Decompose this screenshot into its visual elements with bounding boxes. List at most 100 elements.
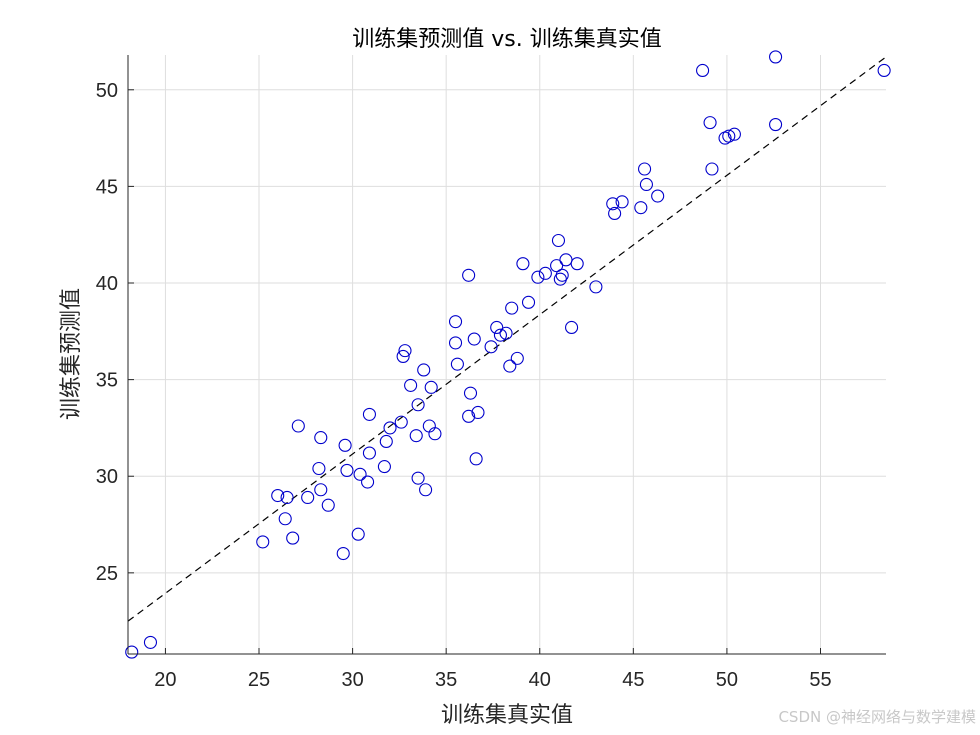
data-point (727, 127, 741, 141)
data-point (634, 201, 648, 215)
data-point (705, 162, 719, 176)
x-axis-label: 训练集真实值 (441, 703, 573, 728)
data-point (278, 512, 292, 526)
data-point (651, 189, 665, 203)
data-point (280, 490, 294, 505)
chart-title: 训练集预测值 vs. 训练集真实值 (352, 27, 661, 52)
data-point (361, 475, 375, 489)
data-point (606, 197, 620, 211)
data-point (340, 463, 354, 477)
data-point (493, 328, 507, 342)
data-point (338, 438, 352, 452)
y-tick-label: 50 (96, 80, 118, 102)
data-point (419, 483, 433, 497)
data-point (565, 320, 579, 334)
data-point (143, 635, 158, 649)
data-point (448, 336, 463, 350)
data-point (471, 405, 485, 420)
data-point (377, 460, 391, 474)
data-point (428, 427, 442, 441)
data-point (291, 419, 305, 433)
x-tick-label: 25 (248, 669, 270, 691)
x-axis-ticks: 20 25 30 35 40 45 50 55 (154, 648, 832, 691)
data-point (559, 253, 573, 267)
x-tick-label: 40 (529, 669, 551, 691)
data-point (271, 489, 285, 503)
x-tick-label: 20 (154, 669, 176, 691)
data-point (422, 419, 436, 433)
data-point (301, 490, 315, 505)
data-point (703, 116, 717, 130)
y-axis-label: 训练集预测值 (59, 288, 84, 420)
data-point (411, 471, 425, 485)
data-point (462, 268, 476, 282)
data-point (398, 344, 412, 358)
data-point (521, 295, 536, 309)
data-point (555, 268, 569, 282)
data-point (448, 315, 463, 329)
data-point (396, 349, 410, 363)
data-point (463, 386, 478, 400)
y-tick-label: 30 (96, 466, 118, 488)
data-point (769, 50, 783, 64)
data-point (696, 63, 710, 78)
data-point (314, 483, 328, 497)
data-point (286, 531, 300, 545)
data-point (417, 363, 431, 377)
data-point (490, 320, 504, 334)
data-point (484, 340, 498, 354)
data-point (638, 162, 652, 176)
x-tick-label: 50 (716, 669, 738, 691)
x-tick-label: 45 (622, 669, 644, 691)
data-point (321, 498, 335, 512)
data-point (510, 351, 524, 365)
data-point (450, 357, 464, 371)
data-point (570, 257, 584, 271)
data-point (424, 380, 438, 394)
data-point (608, 206, 622, 220)
y-tick-label: 45 (96, 176, 118, 198)
data-point (462, 409, 476, 423)
data-point (769, 118, 783, 132)
data-point (469, 452, 483, 466)
data-point (499, 326, 513, 340)
data-point (394, 415, 408, 429)
y-axis-ticks: 25 30 35 40 45 50 (96, 80, 134, 585)
data-point (503, 359, 517, 373)
data-point (589, 280, 603, 294)
y-tick-label: 25 (96, 563, 118, 585)
data-point (722, 129, 736, 143)
data-point (362, 446, 376, 460)
y-tick-label: 40 (96, 273, 118, 295)
data-points (125, 50, 891, 659)
data-point (551, 233, 566, 248)
data-point (353, 467, 367, 481)
data-point (383, 421, 397, 435)
data-point (362, 407, 376, 421)
data-point (336, 546, 350, 561)
y-tick-label: 35 (96, 370, 118, 392)
data-point (314, 431, 328, 445)
data-point (877, 63, 891, 78)
data-point (409, 429, 423, 443)
x-gridlines (164, 55, 821, 654)
data-point (538, 266, 552, 280)
x-tick-label: 30 (341, 669, 363, 691)
watermark: CSDN @神经网络与数学建模 (778, 708, 976, 726)
data-point (615, 195, 629, 209)
data-point (516, 257, 530, 271)
y-gridlines (128, 89, 886, 574)
data-point (550, 259, 564, 273)
data-point (404, 378, 418, 392)
x-tick-label: 35 (435, 669, 457, 691)
x-tick-label: 55 (809, 669, 831, 691)
data-point (505, 301, 519, 315)
data-point (467, 332, 481, 346)
data-point (125, 645, 139, 659)
data-point (256, 535, 270, 549)
data-point (312, 461, 326, 476)
data-point (411, 398, 425, 412)
data-point (639, 177, 653, 192)
data-point (379, 434, 393, 449)
